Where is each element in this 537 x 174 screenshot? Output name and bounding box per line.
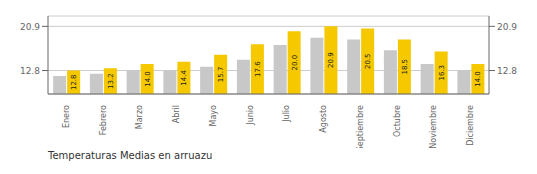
svg-text:12.8: 12.8 xyxy=(70,74,78,90)
svg-text:20.9: 20.9 xyxy=(20,22,40,32)
svg-text:20.9: 20.9 xyxy=(327,52,335,68)
svg-text:Octubre: Octubre xyxy=(393,105,402,137)
svg-text:12.8: 12.8 xyxy=(497,66,517,76)
svg-text:20.0: 20.0 xyxy=(291,55,299,71)
svg-text:14.0: 14.0 xyxy=(144,71,152,87)
svg-text:Noviembre: Noviembre xyxy=(429,105,438,148)
svg-text:Abril: Abril xyxy=(172,105,181,123)
svg-text:13.2: 13.2 xyxy=(107,73,115,89)
svg-text:12.8: 12.8 xyxy=(20,66,40,76)
svg-text:16.3: 16.3 xyxy=(438,65,446,81)
svg-text:17.6: 17.6 xyxy=(254,61,262,77)
svg-text:14.4: 14.4 xyxy=(180,70,188,86)
svg-text:20.5: 20.5 xyxy=(364,53,372,69)
svg-text:Julio: Julio xyxy=(282,105,291,123)
svg-text:14.0: 14.0 xyxy=(474,71,482,87)
svg-text:Mayo: Mayo xyxy=(209,105,218,127)
svg-text:Septiembre: Septiembre xyxy=(356,105,365,148)
svg-text:Marzo: Marzo xyxy=(135,105,144,129)
html-text:Temperaturas Medias en arruazu: Temperaturas Medias en arruazu xyxy=(48,150,213,161)
svg-text:Junio: Junio xyxy=(246,105,255,126)
svg-text:Agosto: Agosto xyxy=(319,105,328,133)
svg-text:Diciembre: Diciembre xyxy=(466,105,475,146)
svg-text:20.9: 20.9 xyxy=(497,22,517,32)
svg-text:15.7: 15.7 xyxy=(217,67,225,83)
svg-text:18.5: 18.5 xyxy=(401,59,409,75)
svg-text:Enero: Enero xyxy=(62,105,71,128)
svg-text:Febrero: Febrero xyxy=(99,105,108,135)
